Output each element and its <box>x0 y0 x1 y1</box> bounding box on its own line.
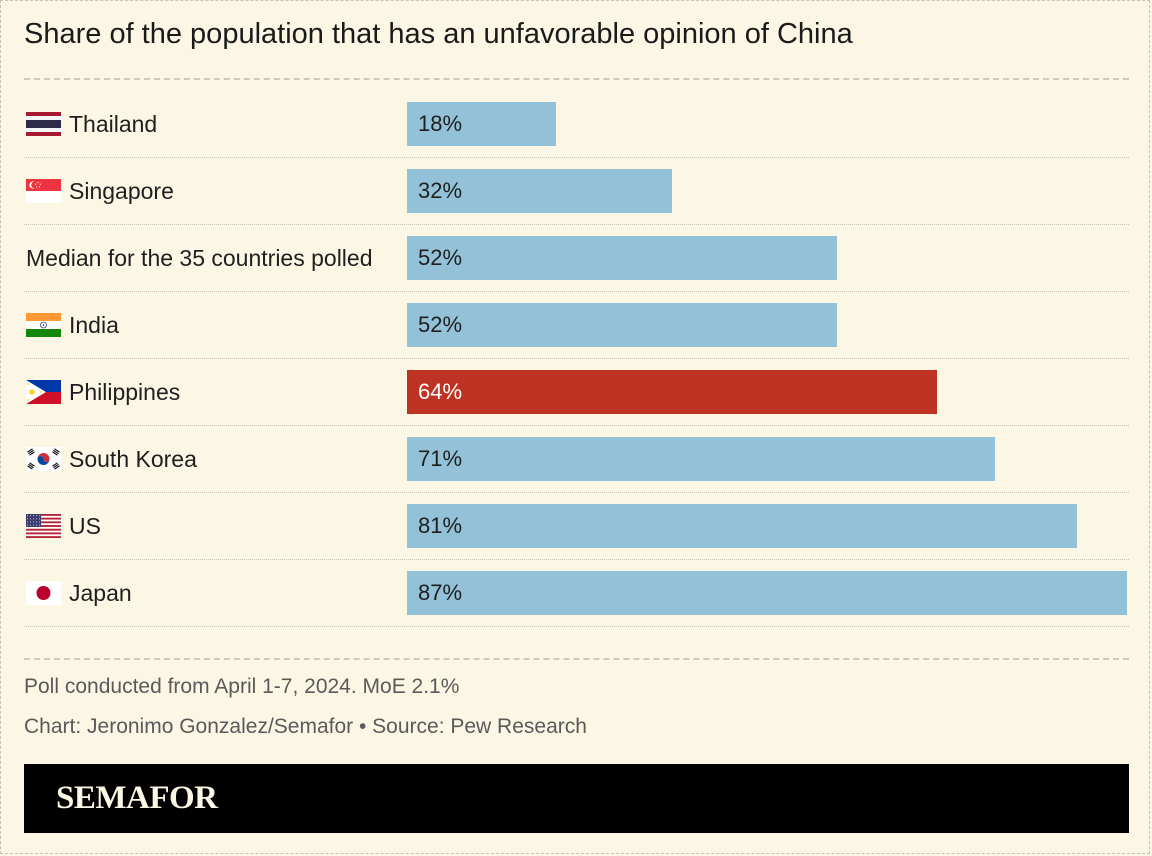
bar-row: Philippines 64% <box>0 370 1152 414</box>
row-separator <box>24 224 1129 225</box>
bar: 87% <box>407 571 1127 615</box>
singapore-flag-icon <box>26 179 61 203</box>
title-divider <box>24 78 1129 80</box>
credit-note: Chart: Jeronimo Gonzalez/Semafor • Sourc… <box>24 715 587 738</box>
semafor-logo: SEMAFOR <box>56 780 218 816</box>
category-label: Philippines <box>26 370 180 414</box>
category-label-text: US <box>69 512 101 539</box>
bar: 18% <box>407 102 556 146</box>
value-label: 87% <box>418 580 463 605</box>
category-label-text: Philippines <box>69 378 181 405</box>
us-flag-icon <box>26 514 61 538</box>
row-separator <box>24 358 1129 359</box>
category-label: India <box>26 303 119 347</box>
bar: 71% <box>407 437 995 481</box>
bar-row: US 81% <box>0 504 1152 548</box>
row-separator <box>24 626 1129 627</box>
value-label: 64% <box>418 379 463 404</box>
category-label-text: Median for the 35 countries polled <box>26 244 373 271</box>
value-label: 71% <box>418 446 463 471</box>
category-label: Median for the 35 countries polled <box>26 236 373 280</box>
value-label: 32% <box>418 178 463 203</box>
category-label-text: India <box>69 311 119 338</box>
brand-footer: SEMAFOR <box>24 764 1129 833</box>
value-label: 81% <box>418 513 463 538</box>
poll-note: Poll conducted from April 1-7, 2024. MoE… <box>24 675 460 698</box>
japan-flag-icon <box>26 581 61 605</box>
row-separator <box>24 157 1129 158</box>
philippines-flag-icon <box>26 380 61 404</box>
chart-title: Share of the population that has an unfa… <box>24 18 853 50</box>
bar: 81% <box>407 504 1078 548</box>
value-label: 18% <box>418 111 463 136</box>
bar-row: Japan 87% <box>0 571 1152 615</box>
row-separator <box>24 492 1129 493</box>
category-label: South Korea <box>26 437 197 481</box>
category-label-text: Singapore <box>69 177 174 204</box>
india-flag-icon <box>26 313 61 337</box>
notes-divider <box>24 658 1129 660</box>
south-korea-flag-icon <box>26 447 61 471</box>
category-label: Singapore <box>26 169 174 213</box>
bar: 52% <box>407 236 838 280</box>
row-separator <box>24 291 1129 292</box>
bar-row: India 52% <box>0 303 1152 347</box>
value-label: 52% <box>418 245 463 270</box>
bar-row: Thailand 18% <box>0 102 1152 146</box>
category-label: Thailand <box>26 102 157 146</box>
category-label: US <box>26 504 101 548</box>
bar: 52% <box>407 303 838 347</box>
bar-row: South Korea 71% <box>0 437 1152 481</box>
bar-row: Median for the 35 countries polled 52% <box>0 236 1152 280</box>
row-separator <box>24 425 1129 426</box>
category-label: Japan <box>26 571 132 615</box>
category-label-text: Japan <box>69 579 132 606</box>
highlighted-bar: 64% <box>407 370 937 414</box>
thailand-flag-icon <box>26 112 61 136</box>
row-separator <box>24 559 1129 560</box>
bar-row: Singapore 32% <box>0 169 1152 213</box>
category-label-text: South Korea <box>69 445 197 472</box>
category-label-text: Thailand <box>69 110 158 137</box>
bar: 32% <box>407 169 672 213</box>
value-label: 52% <box>418 312 463 337</box>
